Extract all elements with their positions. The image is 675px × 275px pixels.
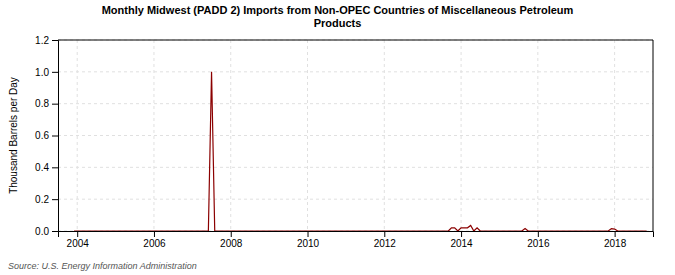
tick-mark xyxy=(52,167,58,168)
tick-mark xyxy=(52,136,58,137)
tick-label: 2010 xyxy=(297,238,320,249)
y-axis: 0.0 0.2 0.4 0.6 0.8 1.0 1.2 xyxy=(35,35,58,237)
tick-label: 0.4 xyxy=(35,162,49,173)
tick-label: 0.0 xyxy=(35,226,49,237)
grid-line xyxy=(614,40,615,231)
tick-mark xyxy=(231,231,232,237)
tick: 2008 xyxy=(220,231,243,249)
tick-mark xyxy=(52,231,58,232)
tick: 2016 xyxy=(527,231,550,249)
tick: 0.6 xyxy=(35,130,58,141)
grid-line xyxy=(58,71,653,72)
grid-line xyxy=(58,40,653,41)
tick: 2014 xyxy=(450,231,473,249)
grid-line xyxy=(58,135,653,136)
grid-line xyxy=(58,167,653,168)
frame xyxy=(58,40,653,41)
y-axis-title: Thousand Barrels per Day xyxy=(8,77,19,194)
frame xyxy=(653,40,654,231)
tick-label: 0.8 xyxy=(35,98,49,109)
line xyxy=(74,72,647,231)
tick-mark xyxy=(615,231,616,237)
tick: 2012 xyxy=(374,231,397,249)
tick-label: 2018 xyxy=(604,238,627,249)
tick-mark xyxy=(154,231,155,237)
tick-mark xyxy=(384,231,385,237)
chart: 200420062008201020122014201620180.00.20.… xyxy=(0,0,675,275)
grid-line xyxy=(58,199,653,200)
grid-line xyxy=(230,40,231,231)
tick-mark xyxy=(52,40,58,41)
tick: 0.4 xyxy=(35,162,58,173)
x-axis: 2004 2006 2008 2010 2012 2014 2016 2018 xyxy=(59,231,654,249)
tick-mark xyxy=(538,231,539,237)
tick-mark xyxy=(308,231,309,237)
tick-label: 0.6 xyxy=(35,130,49,141)
tick-label: 2014 xyxy=(450,238,473,249)
tick-label: 2008 xyxy=(220,238,243,249)
grid-line xyxy=(58,103,653,104)
tick: 1.0 xyxy=(35,67,58,78)
tick: 2004 xyxy=(67,231,90,249)
tick-mark xyxy=(52,72,58,73)
tick-label: 2012 xyxy=(374,238,397,249)
tick: 2018 xyxy=(604,231,627,249)
tick-mark xyxy=(77,231,78,237)
tick: 1.2 xyxy=(35,35,58,46)
grid xyxy=(58,40,653,231)
tick-mark xyxy=(52,104,58,105)
axis-line xyxy=(52,41,59,232)
marks xyxy=(74,72,647,231)
tick-label: 1.0 xyxy=(35,67,49,78)
tick-label: 2006 xyxy=(143,238,166,249)
tick-label: 1.2 xyxy=(35,35,49,46)
title: Monthly Midwest (PADD 2) Imports from No… xyxy=(102,4,574,29)
tick-label: 0.2 xyxy=(35,194,49,205)
tick: 0.0 xyxy=(35,226,58,237)
tick: 2006 xyxy=(143,231,166,249)
annotation: Source: U.S. Energy Information Administ… xyxy=(8,261,197,271)
tick-label: 2004 xyxy=(67,238,90,249)
axis-line xyxy=(59,232,654,238)
grid-line xyxy=(307,40,308,231)
tick-label: 2016 xyxy=(527,238,550,249)
plot: 200420062008201020122014201620180.00.20.… xyxy=(35,35,653,249)
tick: 2010 xyxy=(297,231,320,249)
tick-mark xyxy=(52,199,58,200)
tick: 0.2 xyxy=(35,194,58,205)
tick-mark xyxy=(461,231,462,237)
tick: 0.8 xyxy=(35,98,58,109)
